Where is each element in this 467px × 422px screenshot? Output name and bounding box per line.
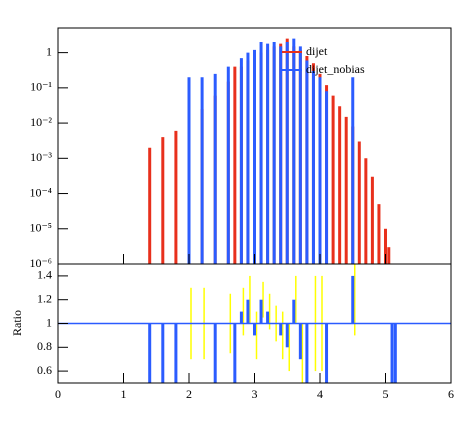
top-plot [148,38,391,264]
y-tick-label: 10⁻² [30,115,52,129]
y-tick-label: 1.4 [37,268,52,282]
x-tick-label: 5 [383,387,389,401]
x-tick-label: 0 [55,387,61,401]
x-tick-label: 6 [448,387,454,401]
y-tick-label: 10⁻³ [30,150,52,164]
y-tick-label: 10⁻⁵ [29,221,52,235]
x-tick-label: 3 [252,387,258,401]
y-tick-label: 0.6 [37,363,52,377]
x-tick-label: 1 [121,387,127,401]
y-tick-label: 1 [46,44,52,58]
axes: 10⁻⁶ 10⁻⁵ 10⁻⁴ 10⁻³ 10⁻² 10⁻¹ 1 dijet dijet_nobi… [29,44,454,401]
x-tick-label: 4 [317,387,323,401]
x-tick-label: 2 [186,387,192,401]
y-tick-label: 1.2 [37,291,52,305]
ratio-frame [57,263,452,384]
ratio-plot [58,264,451,383]
y-tick-label: 10⁻¹ [30,80,52,94]
y-axis-label: Ratio [10,310,24,336]
legend-label: dijet_nobias [306,62,365,76]
y-tick-label: 10⁻⁴ [29,185,52,199]
y-tick-label: 0.8 [37,339,52,353]
legend-label: dijet [306,44,328,58]
y-tick-label: 10⁻⁶ [29,256,52,270]
y-tick-label: 1 [46,315,52,329]
